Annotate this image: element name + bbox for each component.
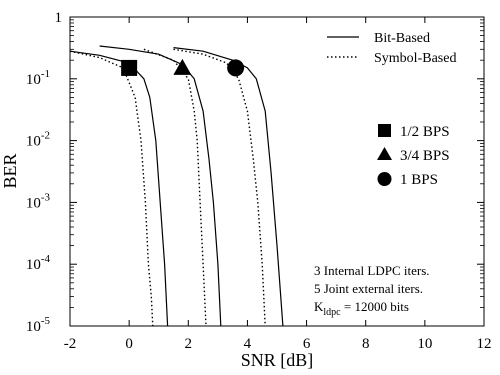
y-tick-exponent: -2 (41, 130, 50, 142)
y-tick-label: 10-1 (26, 68, 50, 88)
x-tick-label: 6 (303, 336, 311, 352)
y-tick-label: 1 (55, 10, 63, 26)
legend-circle-marker (377, 172, 392, 186)
legend-label-three-quarter-bps: 3/4 BPS (400, 148, 450, 164)
annotation-line-3: Kldpc = 12000 bits (314, 299, 409, 318)
series-layer (69, 45, 284, 327)
series-line-solid-circle (173, 47, 284, 327)
y-tick-exponent: -5 (41, 315, 51, 327)
y-tick-label: 10-3 (26, 191, 51, 211)
legend-label-bit-based: Bit-Based (374, 31, 430, 46)
legend-label-one-bps: 1 BPS (400, 172, 438, 188)
series-line-dotted-square (69, 50, 154, 327)
y-tick-base: 10 (26, 319, 41, 335)
series-line-dotted-triangle (143, 48, 207, 327)
legend-label-symbol-based: Symbol-Based (374, 51, 456, 66)
x-axis-title: SNR [dB] (241, 350, 314, 370)
series-line-solid-square (69, 50, 169, 327)
y-tick-label: 10-2 (26, 130, 50, 150)
data-marker-square (121, 59, 138, 76)
x-tick-label: 0 (125, 336, 133, 352)
x-tick-label: 8 (362, 336, 370, 352)
legend-label-half-bps: 1/2 BPS (400, 124, 450, 140)
annotation-line-2: 5 Joint external iters. (314, 281, 423, 296)
y-tick-label: 10-4 (26, 253, 51, 273)
line-legend: Bit-Based Symbol-Based (327, 31, 456, 66)
y-tick-exponent: -1 (41, 68, 50, 80)
x-tick-label: 10 (417, 336, 432, 352)
annotation-k-value: = 12000 bits (341, 299, 409, 314)
y-tick-base: 10 (26, 195, 41, 211)
annotation-k-symbol: K (314, 299, 324, 314)
x-tick-label: 2 (185, 336, 193, 352)
y-axis-title: BER (0, 153, 20, 188)
x-tick-label: 12 (477, 336, 492, 352)
marker-layer (121, 58, 245, 77)
y-tick-base: 10 (26, 134, 41, 150)
series-line-solid-triangle (99, 45, 222, 327)
marker-legend: 1/2 BPS 3/4 BPS 1 BPS (377, 124, 450, 188)
annotation-line-1: 3 Internal LDPC iters. (314, 263, 430, 278)
legend-triangle-marker (377, 147, 392, 160)
x-tick-label: 4 (244, 336, 252, 352)
legend-square-marker (378, 124, 391, 137)
x-tick-label: -2 (64, 336, 77, 352)
data-marker-circle (227, 59, 245, 77)
y-tick-exponent: -3 (41, 191, 51, 203)
y-tick-base: 10 (26, 257, 41, 273)
y-tick-exponent: -4 (41, 253, 51, 265)
annotation-k-subscript: ldpc (323, 307, 341, 318)
y-tick-label: 10-5 (26, 315, 51, 335)
plot-area (69, 16, 485, 327)
series-line-dotted-circle (173, 48, 266, 327)
annotation-box: 3 Internal LDPC iters. 5 Joint external … (314, 263, 430, 318)
y-tick-base: 10 (26, 72, 41, 88)
data-marker-triangle (173, 58, 192, 75)
